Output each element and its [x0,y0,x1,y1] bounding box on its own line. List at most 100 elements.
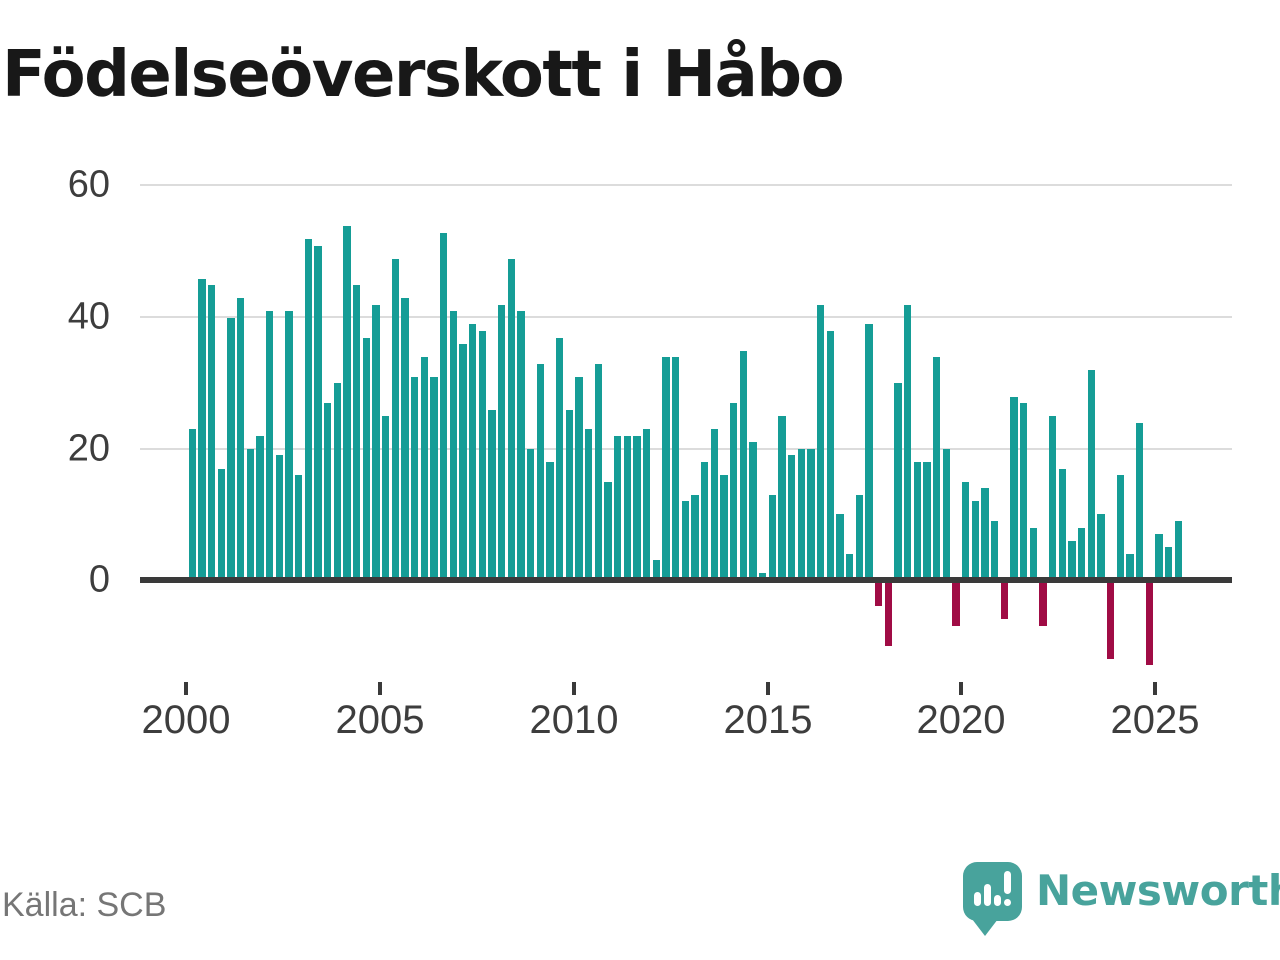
bar [662,357,670,580]
bar [1058,468,1067,580]
bar [285,311,293,580]
bar [720,475,728,580]
newsworthy-logo[interactable]: Newsworthy [963,860,1280,936]
logo-exclamation-dot [1004,899,1011,906]
bar [304,239,313,580]
x-axis-label-2000: 2000 [141,698,231,742]
y-axis-label-60: 60 [67,163,110,206]
x-axis-tick [1153,682,1157,695]
bar [411,376,419,580]
bar [295,475,303,580]
bar [923,462,931,580]
y-axis-label-20: 20 [67,427,110,470]
bar [188,429,197,580]
source-note: Källa: SCB [2,886,167,924]
x-axis-line [140,577,1232,583]
bar [565,409,574,580]
bar [1097,514,1105,580]
x-axis-tick [572,682,576,695]
bar [1078,527,1086,580]
bar [681,501,690,580]
bar [430,376,438,580]
bar [208,285,216,580]
bar [372,304,380,580]
bar [981,488,989,580]
newsworthy-wordmark: Newsworthy [1036,866,1280,915]
y-axis-label-40: 40 [67,295,110,338]
bar [556,337,564,580]
bar [778,416,786,580]
gridline-20 [140,448,1232,450]
bar [855,494,864,580]
bar [469,324,477,580]
bar [1165,547,1173,580]
bar [1039,580,1047,626]
bar [942,448,951,580]
bar [788,455,796,580]
bar [1010,396,1018,580]
pin-tail [972,919,998,936]
bar [614,435,622,580]
bar [730,403,738,580]
newsworthy-pin-icon [963,862,1022,936]
bar [633,435,641,580]
bar [198,278,206,580]
bar [1000,580,1009,620]
bar [401,298,409,580]
logo-chart-bar [994,895,1001,906]
bar [594,363,603,580]
bar [546,462,554,580]
bar [672,357,680,580]
bar [1155,534,1163,580]
bar [459,344,467,580]
bar [759,573,767,580]
bar [1136,422,1144,580]
bar [865,324,873,580]
bar [449,311,458,580]
bar [817,304,825,580]
bar [256,435,264,580]
bar [768,494,777,580]
x-axis-label-2025: 2025 [1110,698,1200,742]
bar [710,429,719,580]
bar [382,416,390,580]
x-axis-label-2015: 2015 [723,698,813,742]
bar [1116,475,1125,580]
bar [643,429,651,580]
bar [353,285,361,580]
bar [217,468,226,580]
bar [333,383,342,580]
bar [275,455,284,580]
bar [1087,370,1096,580]
bar [904,304,912,580]
bar [604,481,612,580]
bar [420,357,429,580]
bar [846,553,854,580]
bar [701,462,709,580]
bar [1049,416,1057,580]
bar [498,304,506,580]
bar [536,363,545,580]
bar [440,232,448,580]
bar [884,580,893,646]
bar [826,330,835,580]
bar [836,514,844,580]
bar [875,580,883,607]
bar [971,501,980,580]
page-title: Födelseöverskott i Håbo [2,38,845,112]
bar [507,258,516,580]
bar [1068,540,1076,580]
bar [314,245,322,580]
bar [1145,580,1154,666]
bar [913,462,922,580]
bar [227,317,235,580]
bar [575,376,583,580]
bar [362,337,371,580]
bar [266,311,274,580]
x-axis-tick [766,682,770,695]
bar [991,521,999,580]
bar [797,448,806,580]
bar [1020,403,1028,580]
bar [527,448,535,580]
gridline-60 [140,184,1232,186]
